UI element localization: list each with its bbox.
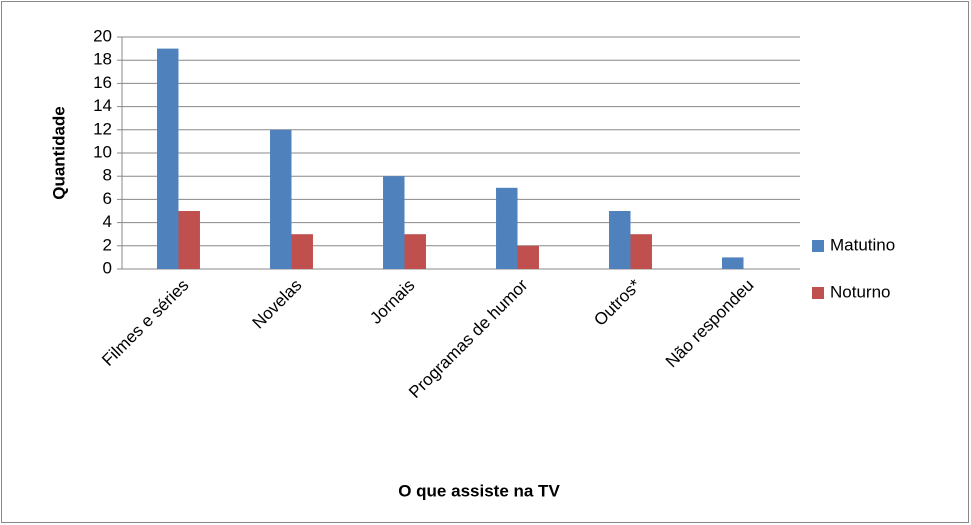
y-tick-label: 4 <box>103 212 112 231</box>
legend-label: Noturno <box>830 282 890 301</box>
bar <box>722 257 744 269</box>
y-tick-label: 18 <box>93 50 112 69</box>
bar <box>496 187 518 269</box>
legend-swatch <box>812 240 824 252</box>
y-tick-label: 16 <box>93 73 112 92</box>
y-tick-label: 8 <box>103 166 112 185</box>
y-tick-label: 12 <box>93 119 112 138</box>
y-tick-label: 6 <box>103 189 112 208</box>
bar <box>270 129 292 269</box>
x-axis-title: O que assiste na TV <box>398 481 560 500</box>
bar <box>383 176 405 269</box>
y-axis-title: Quantidade <box>49 106 68 200</box>
bar <box>157 48 179 269</box>
bar <box>630 234 652 269</box>
bar <box>291 234 313 269</box>
y-tick-label: 0 <box>103 258 112 277</box>
y-tick-label: 2 <box>103 235 112 254</box>
legend-label: Matutino <box>830 235 895 254</box>
bar <box>609 211 631 269</box>
legend-swatch <box>812 287 824 299</box>
y-tick-label: 14 <box>93 96 112 115</box>
y-tick-label: 10 <box>93 142 112 161</box>
bar <box>404 234 426 269</box>
bar <box>517 245 539 269</box>
y-tick-label: 20 <box>93 26 112 45</box>
bar <box>178 211 200 269</box>
